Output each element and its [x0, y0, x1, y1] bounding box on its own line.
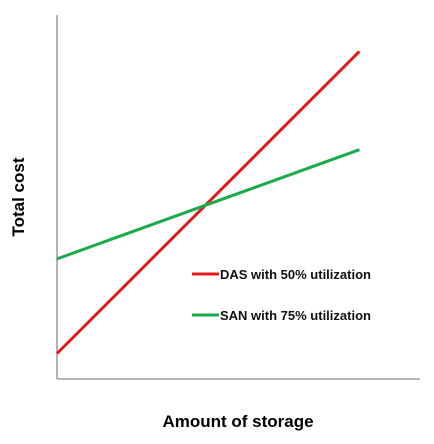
axes [56, 15, 420, 380]
series-layer [55, 50, 361, 355]
legend-item-0: DAS with 50% utilization [192, 267, 371, 282]
series-line-0 [55, 50, 361, 355]
legend: DAS with 50% utilization SAN with 75% uti… [192, 267, 371, 323]
x-axis-title: Amount of storage [162, 412, 313, 431]
series-line-1 [56, 148, 360, 261]
y-axis-title: Total cost [9, 157, 28, 236]
legend-label-0: DAS with 50% utilization [220, 267, 371, 282]
legend-label-1: SAN with 75% utilization [220, 308, 371, 323]
legend-item-1: SAN with 75% utilization [192, 308, 371, 323]
